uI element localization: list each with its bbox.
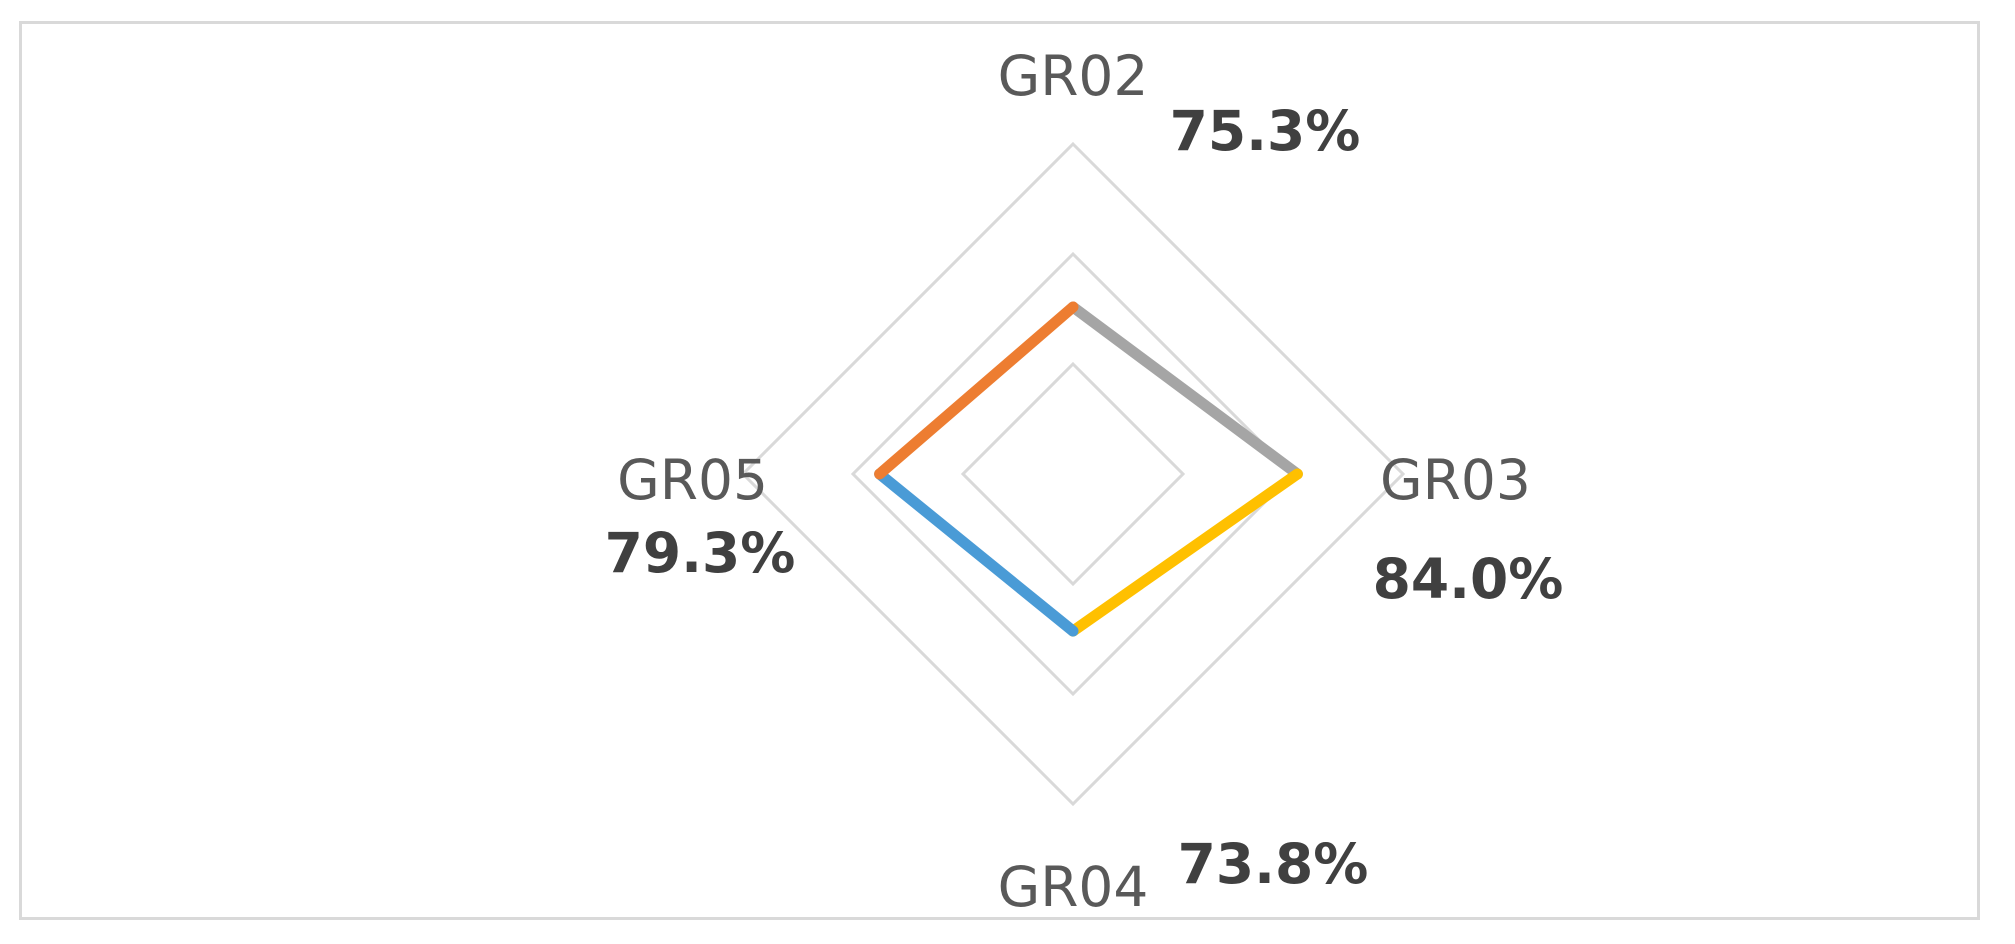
series-segment-gr04-gr05 bbox=[874, 468, 1079, 637]
series-segment-gr05-gr02 bbox=[874, 301, 1079, 480]
axis-label-gr04: GR04 bbox=[998, 855, 1149, 919]
grid-ring bbox=[850, 251, 1296, 697]
data-label-gr03: 84.0% bbox=[1373, 547, 1564, 611]
series-segment-gr03-gr04 bbox=[1067, 468, 1303, 637]
radar-grid bbox=[740, 141, 1406, 807]
grid-ring bbox=[960, 361, 1186, 587]
radar-series bbox=[874, 301, 1303, 637]
axis-label-gr05: GR05 bbox=[617, 448, 768, 512]
axis-label-gr02: GR02 bbox=[998, 44, 1149, 108]
series-segment-gr02-gr03 bbox=[1067, 301, 1303, 480]
data-label-gr04: 73.8% bbox=[1178, 832, 1369, 896]
axis-label-gr03: GR03 bbox=[1380, 448, 1531, 512]
grid-ring bbox=[740, 141, 1406, 807]
chart-frame bbox=[19, 21, 1980, 920]
data-label-gr05: 79.3% bbox=[605, 521, 796, 585]
data-label-gr02: 75.3% bbox=[1170, 99, 1361, 163]
